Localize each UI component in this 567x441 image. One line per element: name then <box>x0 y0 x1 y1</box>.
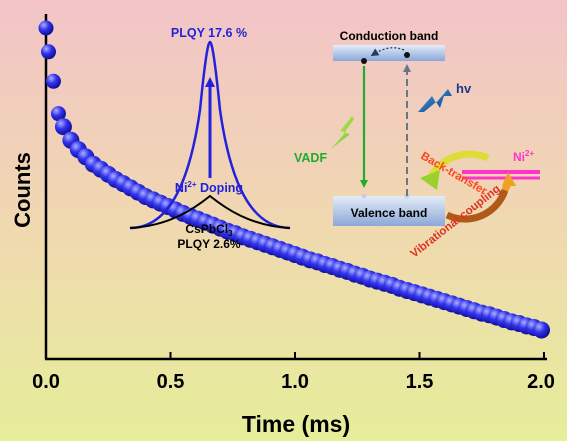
y-axis-label: Counts <box>10 152 35 228</box>
excitation-label: hv <box>456 81 472 96</box>
x-axis-label: Time (ms) <box>242 411 350 437</box>
coupling-arc-lower <box>445 188 509 223</box>
doping-label: Ni2+ Doping <box>175 180 243 195</box>
host-plqy-label: PLQY 2.6% <box>177 237 240 251</box>
back-transfer-arrowhead <box>420 170 440 190</box>
host-label: CsPbCl3 <box>185 222 233 238</box>
emission-label: VADF <box>294 151 327 165</box>
x-tick-label: 0.5 <box>157 371 185 393</box>
valence-band <box>333 196 445 226</box>
conduction-band-label: Conduction band <box>340 29 439 43</box>
valence-band-label: Valence band <box>351 206 428 220</box>
inset-spectrum: PLQY 17.6 % Ni2+ Doping CsPbCl3 PLQY 2.6… <box>129 26 291 251</box>
hole-left <box>361 193 367 199</box>
x-tick-label: 1.0 <box>281 371 309 393</box>
ion-label: Ni2+ <box>513 149 534 164</box>
data-point <box>40 44 56 60</box>
data-point <box>50 106 66 122</box>
decay-data-points <box>38 20 551 339</box>
coupling-arrowhead <box>502 172 516 186</box>
host-spectrum-curve <box>129 194 291 229</box>
data-point <box>38 20 54 36</box>
electron-right <box>404 52 410 58</box>
data-point <box>54 118 72 136</box>
relaxation-arrow <box>370 47 405 57</box>
data-point <box>45 73 61 89</box>
photon-icon <box>418 89 452 112</box>
x-tick-label: 1.5 <box>406 371 434 393</box>
x-tick-label: 0.0 <box>32 371 60 393</box>
axes: 0.0 0.5 1.0 1.5 2.0 <box>32 14 555 393</box>
doped-spectrum-curve <box>129 40 291 230</box>
back-transfer-arc <box>426 150 490 180</box>
electron-left <box>361 58 367 64</box>
conduction-band <box>333 45 445 61</box>
peak-plqy-label: PLQY 17.6 % <box>171 26 247 40</box>
data-point <box>533 321 551 339</box>
x-tick-label: 2.0 <box>527 371 555 393</box>
emission-bolt-icon <box>330 116 354 150</box>
